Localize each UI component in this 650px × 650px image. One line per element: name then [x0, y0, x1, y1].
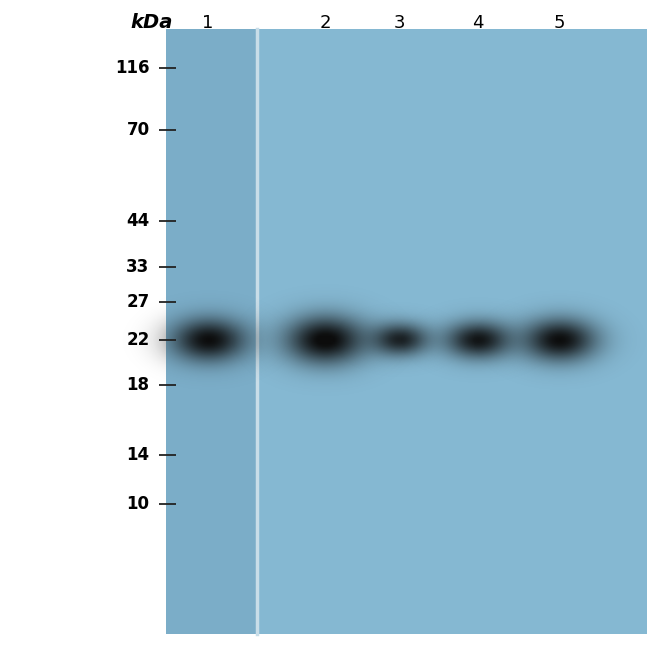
- Text: 70: 70: [126, 121, 150, 139]
- Text: 4: 4: [472, 14, 484, 32]
- Text: 2: 2: [319, 14, 331, 32]
- Text: 18: 18: [127, 376, 150, 394]
- Text: 27: 27: [126, 293, 150, 311]
- Text: 3: 3: [394, 14, 406, 32]
- Text: 5: 5: [553, 14, 565, 32]
- Text: kDa: kDa: [130, 13, 172, 32]
- Text: 116: 116: [115, 59, 150, 77]
- Text: 44: 44: [126, 212, 150, 230]
- Text: 1: 1: [202, 14, 214, 32]
- Text: 22: 22: [126, 331, 150, 349]
- Text: 14: 14: [126, 446, 150, 464]
- Bar: [257, 29, 647, 634]
- Text: 10: 10: [127, 495, 150, 513]
- Bar: [166, 29, 257, 634]
- Text: 33: 33: [126, 257, 150, 276]
